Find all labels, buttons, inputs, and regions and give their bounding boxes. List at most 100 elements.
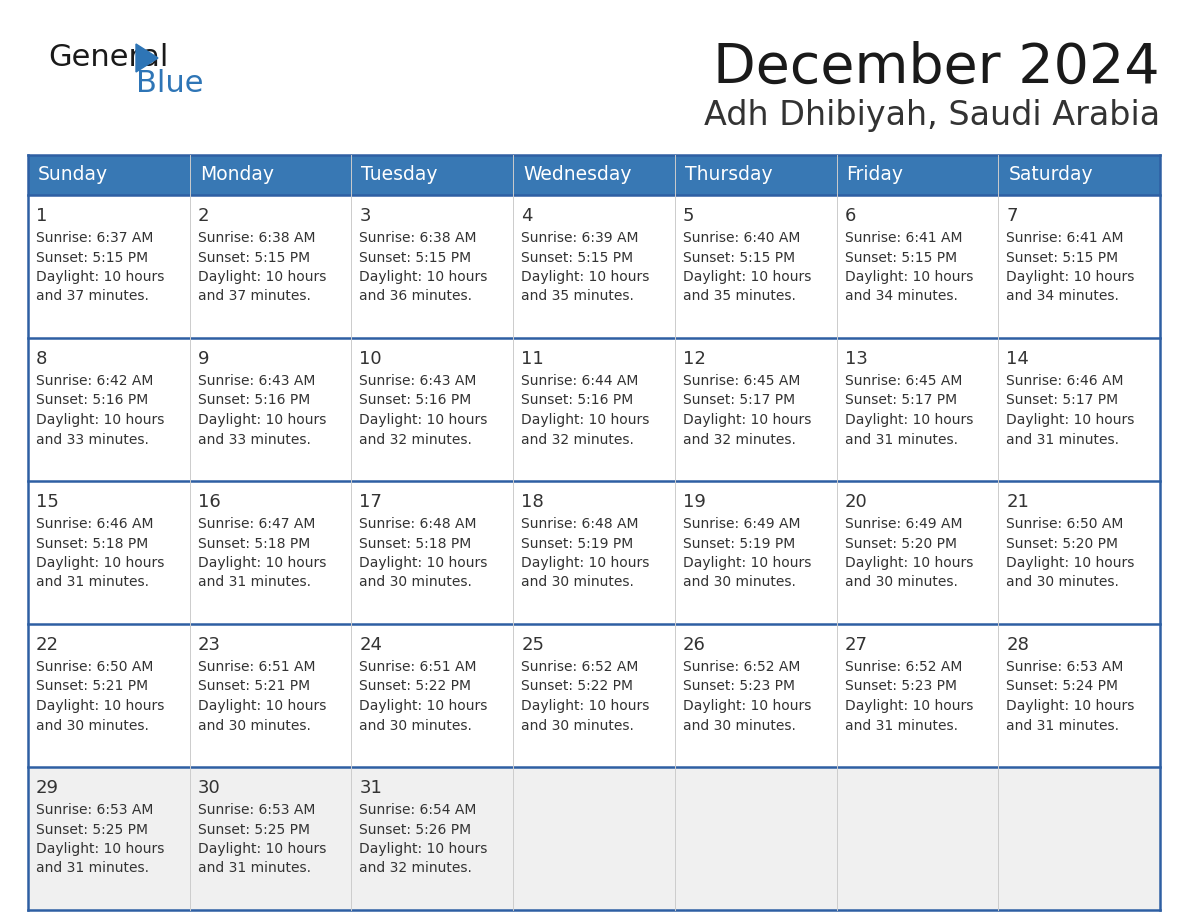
Text: Sunrise: 6:41 AM: Sunrise: 6:41 AM xyxy=(845,231,962,245)
Text: 11: 11 xyxy=(522,350,544,368)
Text: Sunday: Sunday xyxy=(38,165,108,185)
Text: Tuesday: Tuesday xyxy=(361,165,438,185)
Text: 16: 16 xyxy=(197,493,221,511)
Text: Sunrise: 6:43 AM: Sunrise: 6:43 AM xyxy=(197,374,315,388)
Text: and 31 minutes.: and 31 minutes. xyxy=(1006,719,1119,733)
Text: Daylight: 10 hours: Daylight: 10 hours xyxy=(197,556,326,570)
Text: and 32 minutes.: and 32 minutes. xyxy=(360,861,473,876)
Text: Sunrise: 6:38 AM: Sunrise: 6:38 AM xyxy=(197,231,315,245)
Text: Sunset: 5:15 PM: Sunset: 5:15 PM xyxy=(197,251,310,264)
Text: Daylight: 10 hours: Daylight: 10 hours xyxy=(197,842,326,856)
Text: Sunrise: 6:49 AM: Sunrise: 6:49 AM xyxy=(683,517,801,531)
Text: Sunset: 5:20 PM: Sunset: 5:20 PM xyxy=(845,536,956,551)
Text: Sunset: 5:15 PM: Sunset: 5:15 PM xyxy=(845,251,956,264)
Text: Daylight: 10 hours: Daylight: 10 hours xyxy=(683,413,811,427)
Text: Daylight: 10 hours: Daylight: 10 hours xyxy=(683,699,811,713)
Text: Daylight: 10 hours: Daylight: 10 hours xyxy=(1006,699,1135,713)
Text: Sunrise: 6:40 AM: Sunrise: 6:40 AM xyxy=(683,231,801,245)
Text: Sunset: 5:24 PM: Sunset: 5:24 PM xyxy=(1006,679,1118,693)
Text: 9: 9 xyxy=(197,350,209,368)
Text: Sunrise: 6:48 AM: Sunrise: 6:48 AM xyxy=(522,517,639,531)
Text: 20: 20 xyxy=(845,493,867,511)
Text: and 35 minutes.: and 35 minutes. xyxy=(522,289,634,304)
Text: Sunrise: 6:48 AM: Sunrise: 6:48 AM xyxy=(360,517,476,531)
Text: 2: 2 xyxy=(197,207,209,225)
Text: and 36 minutes.: and 36 minutes. xyxy=(360,289,473,304)
Text: 4: 4 xyxy=(522,207,532,225)
Bar xyxy=(29,767,1159,910)
Text: Daylight: 10 hours: Daylight: 10 hours xyxy=(522,413,650,427)
Text: Daylight: 10 hours: Daylight: 10 hours xyxy=(36,699,164,713)
Text: and 32 minutes.: and 32 minutes. xyxy=(683,432,796,446)
Text: Sunset: 5:16 PM: Sunset: 5:16 PM xyxy=(522,394,633,408)
Text: and 30 minutes.: and 30 minutes. xyxy=(683,719,796,733)
Text: Friday: Friday xyxy=(847,165,904,185)
Text: Sunrise: 6:53 AM: Sunrise: 6:53 AM xyxy=(1006,660,1124,674)
Text: 12: 12 xyxy=(683,350,706,368)
Text: Daylight: 10 hours: Daylight: 10 hours xyxy=(845,270,973,284)
Text: Blue: Blue xyxy=(135,70,203,98)
Text: 21: 21 xyxy=(1006,493,1029,511)
Text: Sunrise: 6:52 AM: Sunrise: 6:52 AM xyxy=(683,660,801,674)
Text: and 30 minutes.: and 30 minutes. xyxy=(683,576,796,589)
Text: 3: 3 xyxy=(360,207,371,225)
Bar xyxy=(675,155,836,195)
Bar xyxy=(836,155,998,195)
Text: Sunrise: 6:45 AM: Sunrise: 6:45 AM xyxy=(845,374,962,388)
Text: 31: 31 xyxy=(360,779,383,797)
Text: 27: 27 xyxy=(845,636,867,654)
Text: Daylight: 10 hours: Daylight: 10 hours xyxy=(197,699,326,713)
Text: Daylight: 10 hours: Daylight: 10 hours xyxy=(197,270,326,284)
Text: Sunrise: 6:53 AM: Sunrise: 6:53 AM xyxy=(197,803,315,817)
Text: 17: 17 xyxy=(360,493,383,511)
Text: Daylight: 10 hours: Daylight: 10 hours xyxy=(522,270,650,284)
Text: Sunrise: 6:53 AM: Sunrise: 6:53 AM xyxy=(36,803,153,817)
Text: and 34 minutes.: and 34 minutes. xyxy=(845,289,958,304)
Text: and 34 minutes.: and 34 minutes. xyxy=(1006,289,1119,304)
Text: Daylight: 10 hours: Daylight: 10 hours xyxy=(360,556,488,570)
Bar xyxy=(513,155,675,195)
Text: Sunset: 5:15 PM: Sunset: 5:15 PM xyxy=(360,251,472,264)
Text: Sunset: 5:23 PM: Sunset: 5:23 PM xyxy=(845,679,956,693)
Text: Daylight: 10 hours: Daylight: 10 hours xyxy=(360,413,488,427)
Text: Daylight: 10 hours: Daylight: 10 hours xyxy=(197,413,326,427)
Text: and 30 minutes.: and 30 minutes. xyxy=(360,719,473,733)
Text: and 35 minutes.: and 35 minutes. xyxy=(683,289,796,304)
Text: Sunrise: 6:46 AM: Sunrise: 6:46 AM xyxy=(36,517,153,531)
Text: Sunset: 5:21 PM: Sunset: 5:21 PM xyxy=(36,679,148,693)
Text: Sunrise: 6:51 AM: Sunrise: 6:51 AM xyxy=(360,660,476,674)
Text: 8: 8 xyxy=(36,350,48,368)
Text: and 30 minutes.: and 30 minutes. xyxy=(197,719,310,733)
Text: Adh Dhibiyah, Saudi Arabia: Adh Dhibiyah, Saudi Arabia xyxy=(703,98,1159,131)
Bar xyxy=(352,155,513,195)
Text: and 31 minutes.: and 31 minutes. xyxy=(197,576,311,589)
Bar xyxy=(29,155,190,195)
Text: and 31 minutes.: and 31 minutes. xyxy=(197,861,311,876)
Bar xyxy=(998,155,1159,195)
Text: Sunset: 5:18 PM: Sunset: 5:18 PM xyxy=(36,536,148,551)
Text: Sunset: 5:21 PM: Sunset: 5:21 PM xyxy=(197,679,310,693)
Text: Daylight: 10 hours: Daylight: 10 hours xyxy=(1006,270,1135,284)
Text: Sunset: 5:18 PM: Sunset: 5:18 PM xyxy=(360,536,472,551)
Text: and 31 minutes.: and 31 minutes. xyxy=(36,576,148,589)
Bar xyxy=(190,155,352,195)
Text: Sunrise: 6:38 AM: Sunrise: 6:38 AM xyxy=(360,231,476,245)
Text: Sunset: 5:16 PM: Sunset: 5:16 PM xyxy=(36,394,148,408)
Text: Sunset: 5:15 PM: Sunset: 5:15 PM xyxy=(522,251,633,264)
Text: 28: 28 xyxy=(1006,636,1029,654)
Text: and 37 minutes.: and 37 minutes. xyxy=(36,289,148,304)
Text: and 30 minutes.: and 30 minutes. xyxy=(845,576,958,589)
Text: General: General xyxy=(48,43,169,73)
Text: Sunrise: 6:52 AM: Sunrise: 6:52 AM xyxy=(845,660,962,674)
Text: and 30 minutes.: and 30 minutes. xyxy=(360,576,473,589)
Text: 6: 6 xyxy=(845,207,855,225)
Text: and 31 minutes.: and 31 minutes. xyxy=(1006,432,1119,446)
Text: 24: 24 xyxy=(360,636,383,654)
Text: 26: 26 xyxy=(683,636,706,654)
Text: Sunset: 5:19 PM: Sunset: 5:19 PM xyxy=(683,536,795,551)
Text: Daylight: 10 hours: Daylight: 10 hours xyxy=(36,270,164,284)
Text: 29: 29 xyxy=(36,779,59,797)
Text: Daylight: 10 hours: Daylight: 10 hours xyxy=(845,413,973,427)
Text: Daylight: 10 hours: Daylight: 10 hours xyxy=(683,556,811,570)
Text: Sunrise: 6:42 AM: Sunrise: 6:42 AM xyxy=(36,374,153,388)
